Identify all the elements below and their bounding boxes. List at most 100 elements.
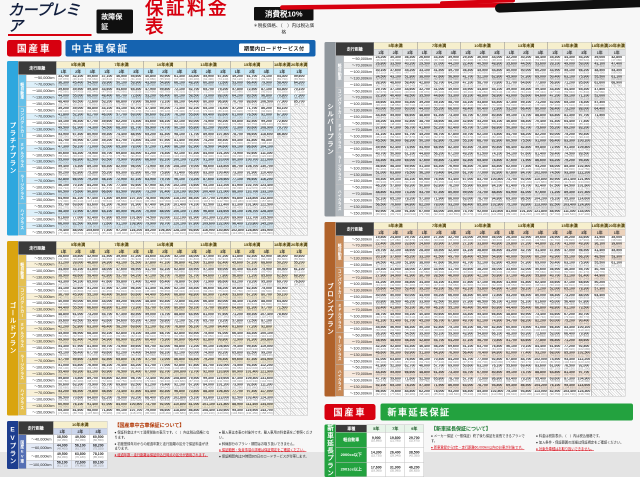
price-cell: 57,700 (63,470) xyxy=(431,363,447,371)
price-cell: 104,900 (115,390) xyxy=(259,357,274,365)
price-cell: 82,500 (90,750) xyxy=(70,222,86,230)
price-row: ～70,000km 33,400 (36,740) 41,800 (45,980) 50,… xyxy=(335,306,626,314)
price-row: 国産EV車 ～40,000km 38,500 (42,350) 49,500 (54,45… xyxy=(18,434,108,470)
price-row: ～100,000km 25,700 (28,270) 32,100 (35,310) 38… xyxy=(336,248,626,256)
price-cell: 67,600 (74,360) xyxy=(518,151,534,159)
price-cell: 48,800 (53,680) xyxy=(489,61,505,69)
price-cell: 52,100 (57,310) xyxy=(172,254,187,262)
price-cell: 31,500 (34,650) xyxy=(99,254,115,262)
price-cell: 62,700 (68,970) xyxy=(518,126,534,134)
price-cell: 82,000 (90,200) xyxy=(114,164,129,172)
price-cell: 60,000 (66,000) xyxy=(402,293,418,301)
price-cell: 70,800 (77,880) xyxy=(489,338,505,346)
price-cell: 51,500 (56,650) xyxy=(128,260,144,268)
price-cell: 58,300 (64,130) xyxy=(388,164,403,172)
price-cell: 61,300 (67,430) xyxy=(172,74,187,82)
price-cell: 107,800 (118,580) xyxy=(215,132,231,140)
price-cell: 39,200 (43,120) xyxy=(417,100,432,108)
price-row: ～150,000km 70,400 (77,440) 88,000 (96,800) 10… xyxy=(18,228,308,236)
age-group-header: 10年未満 xyxy=(460,222,505,230)
price-cell: 68,000 (74,800) xyxy=(547,164,563,172)
price-cell: 37,300 (41,030) xyxy=(460,299,476,307)
price-cell: 55,700 (61,270) xyxy=(99,382,115,390)
price-cell: 100,500 (110,550) xyxy=(446,209,461,217)
price-cell: 128,100 (140,910) xyxy=(172,228,187,236)
price-cell: 71,700 (78,870) xyxy=(244,106,260,114)
price-cell: 72,500 (79,750) xyxy=(244,318,260,326)
price-cell: 83,600 (91,960) xyxy=(85,202,100,210)
price-cell: 37,500 (41,250) xyxy=(99,286,115,294)
price-cell: 46,200 (50,820) xyxy=(404,461,424,477)
price-row: 軽自動車 9,900 (10,890) 19,800 (21,780) 29,700 (32… xyxy=(335,432,424,448)
price-cell: 76,100 (83,710) xyxy=(172,113,187,120)
price-cell: 134,000 (147,400) xyxy=(259,402,274,410)
price-cell: 80,500 (88,550) xyxy=(114,209,129,217)
price-cell: 58,500 (64,350) xyxy=(99,389,115,397)
price-cell: 106,400 (117,040) xyxy=(215,389,231,397)
price-cell: 73,200 (80,520) xyxy=(85,312,100,320)
price-cell: 84,400 (92,840) xyxy=(215,325,231,333)
price-cell: 70,400 (77,440) xyxy=(533,119,548,127)
price-cell: 73,400 (80,740) xyxy=(215,293,231,300)
price-cell: 103,400 (113,740) xyxy=(244,395,260,403)
price-cell: 90,200 (99,220) xyxy=(215,119,231,127)
price-cell: 43,300 (47,630) xyxy=(56,280,71,288)
price-cell: 67,300 (74,030) xyxy=(114,312,129,320)
price-cell: 54,800 (60,280) xyxy=(475,331,490,339)
age-group-header: 10年未満 xyxy=(143,241,187,249)
price-cell: 64,200 (70,620) xyxy=(128,273,144,281)
price-cell: 83,300 (91,630) xyxy=(562,138,577,146)
price-cell: 92,600 (101,860) xyxy=(128,183,144,191)
price-cell: 43,200 (47,520) xyxy=(157,254,173,262)
price-cell: 49,200 (54,120) xyxy=(460,151,476,159)
price-cell: 67,000 (73,700) xyxy=(475,113,490,121)
price-cell: 84,800 (93,280) xyxy=(489,351,505,359)
age-group-header: 18年未満 xyxy=(591,42,609,50)
price-cell: 86,700 (95,370) xyxy=(230,164,245,172)
price-cell: 80,000 (88,000) xyxy=(533,293,548,301)
price-cell: 74,800 (82,280) xyxy=(489,132,505,140)
price-cell: 67,000 (73,700) xyxy=(99,402,115,410)
vehicle-class-label: ハイクラス xyxy=(18,202,27,236)
price-cell: 44,800 (49,280) xyxy=(475,87,490,95)
price-cell: 89,700 (98,670) xyxy=(85,376,100,384)
price-row: ～80,000km 49,500 (54,450) 63,800 (70,180) 78,… xyxy=(18,451,108,461)
price-cell: 86,100 (94,710) xyxy=(172,145,187,153)
price-cell: 102,300 (112,530) xyxy=(201,215,216,223)
price-cell: 58,400 (64,240) xyxy=(230,299,245,307)
price-cell: 84,800 (93,280) xyxy=(489,164,505,172)
price-cell: 43,900 (48,290) xyxy=(460,331,476,339)
price-cell: 49,900 (54,890) xyxy=(56,338,71,345)
price-cell: 58,700 (64,570) xyxy=(475,338,490,346)
price-cell: 72,600 (79,860) xyxy=(533,331,548,339)
price-cell: 47,100 (51,810) xyxy=(460,81,476,89)
vehicle-class-label: ラージクラス xyxy=(18,170,27,204)
price-cell: 81,000 (89,100) xyxy=(186,402,202,410)
price-cell: 61,700 (67,870) xyxy=(143,363,158,371)
price-cell: 73,700 (81,070) xyxy=(504,177,519,185)
price-cell: 58,300 (64,130) xyxy=(56,209,71,217)
price-cell: 50,000 (55,000) xyxy=(388,106,403,114)
price-cell: 95,300 (104,830) xyxy=(230,408,245,416)
price-cell: 72,600 (79,860) xyxy=(71,460,90,470)
price-cell: 66,100 (72,710) xyxy=(489,331,505,339)
price-cell: 59,900 (65,890) xyxy=(128,80,144,88)
price-cell: 56,300 (61,930) xyxy=(128,286,144,294)
not-available-cell xyxy=(607,209,626,217)
price-cell: 62,800 (69,080) xyxy=(489,261,505,269)
price-cell: 55,200 (60,720) xyxy=(431,293,447,301)
price-cell: 50,400 (55,440) xyxy=(547,261,563,269)
price-cell: 39,100 (43,010) xyxy=(460,94,476,101)
price-cell: 75,900 (83,490) xyxy=(114,157,129,165)
price-cell: 93,200 (102,520) xyxy=(533,164,548,172)
region-badge: 国産車 xyxy=(7,39,62,57)
price-cell: 88,000 (96,800) xyxy=(576,106,592,114)
price-cell: 63,200 (69,520) xyxy=(230,280,245,288)
price-cell: 61,900 (68,090) xyxy=(70,125,86,133)
price-cell: 40,400 (44,440) xyxy=(99,293,115,300)
price-cell: 88,800 (97,680) xyxy=(215,305,231,313)
price-cell: 44,500 (48,950) xyxy=(388,286,403,294)
price-cell: 109,800 (120,780) xyxy=(259,338,274,345)
price-cell: 51,700 (56,870) xyxy=(186,273,202,281)
plan-table-bronze: ブロンズプラン 走行距離 5年未満 7年未満 10年未満 13年未満 15年未満 18年未満 2… xyxy=(324,222,634,397)
